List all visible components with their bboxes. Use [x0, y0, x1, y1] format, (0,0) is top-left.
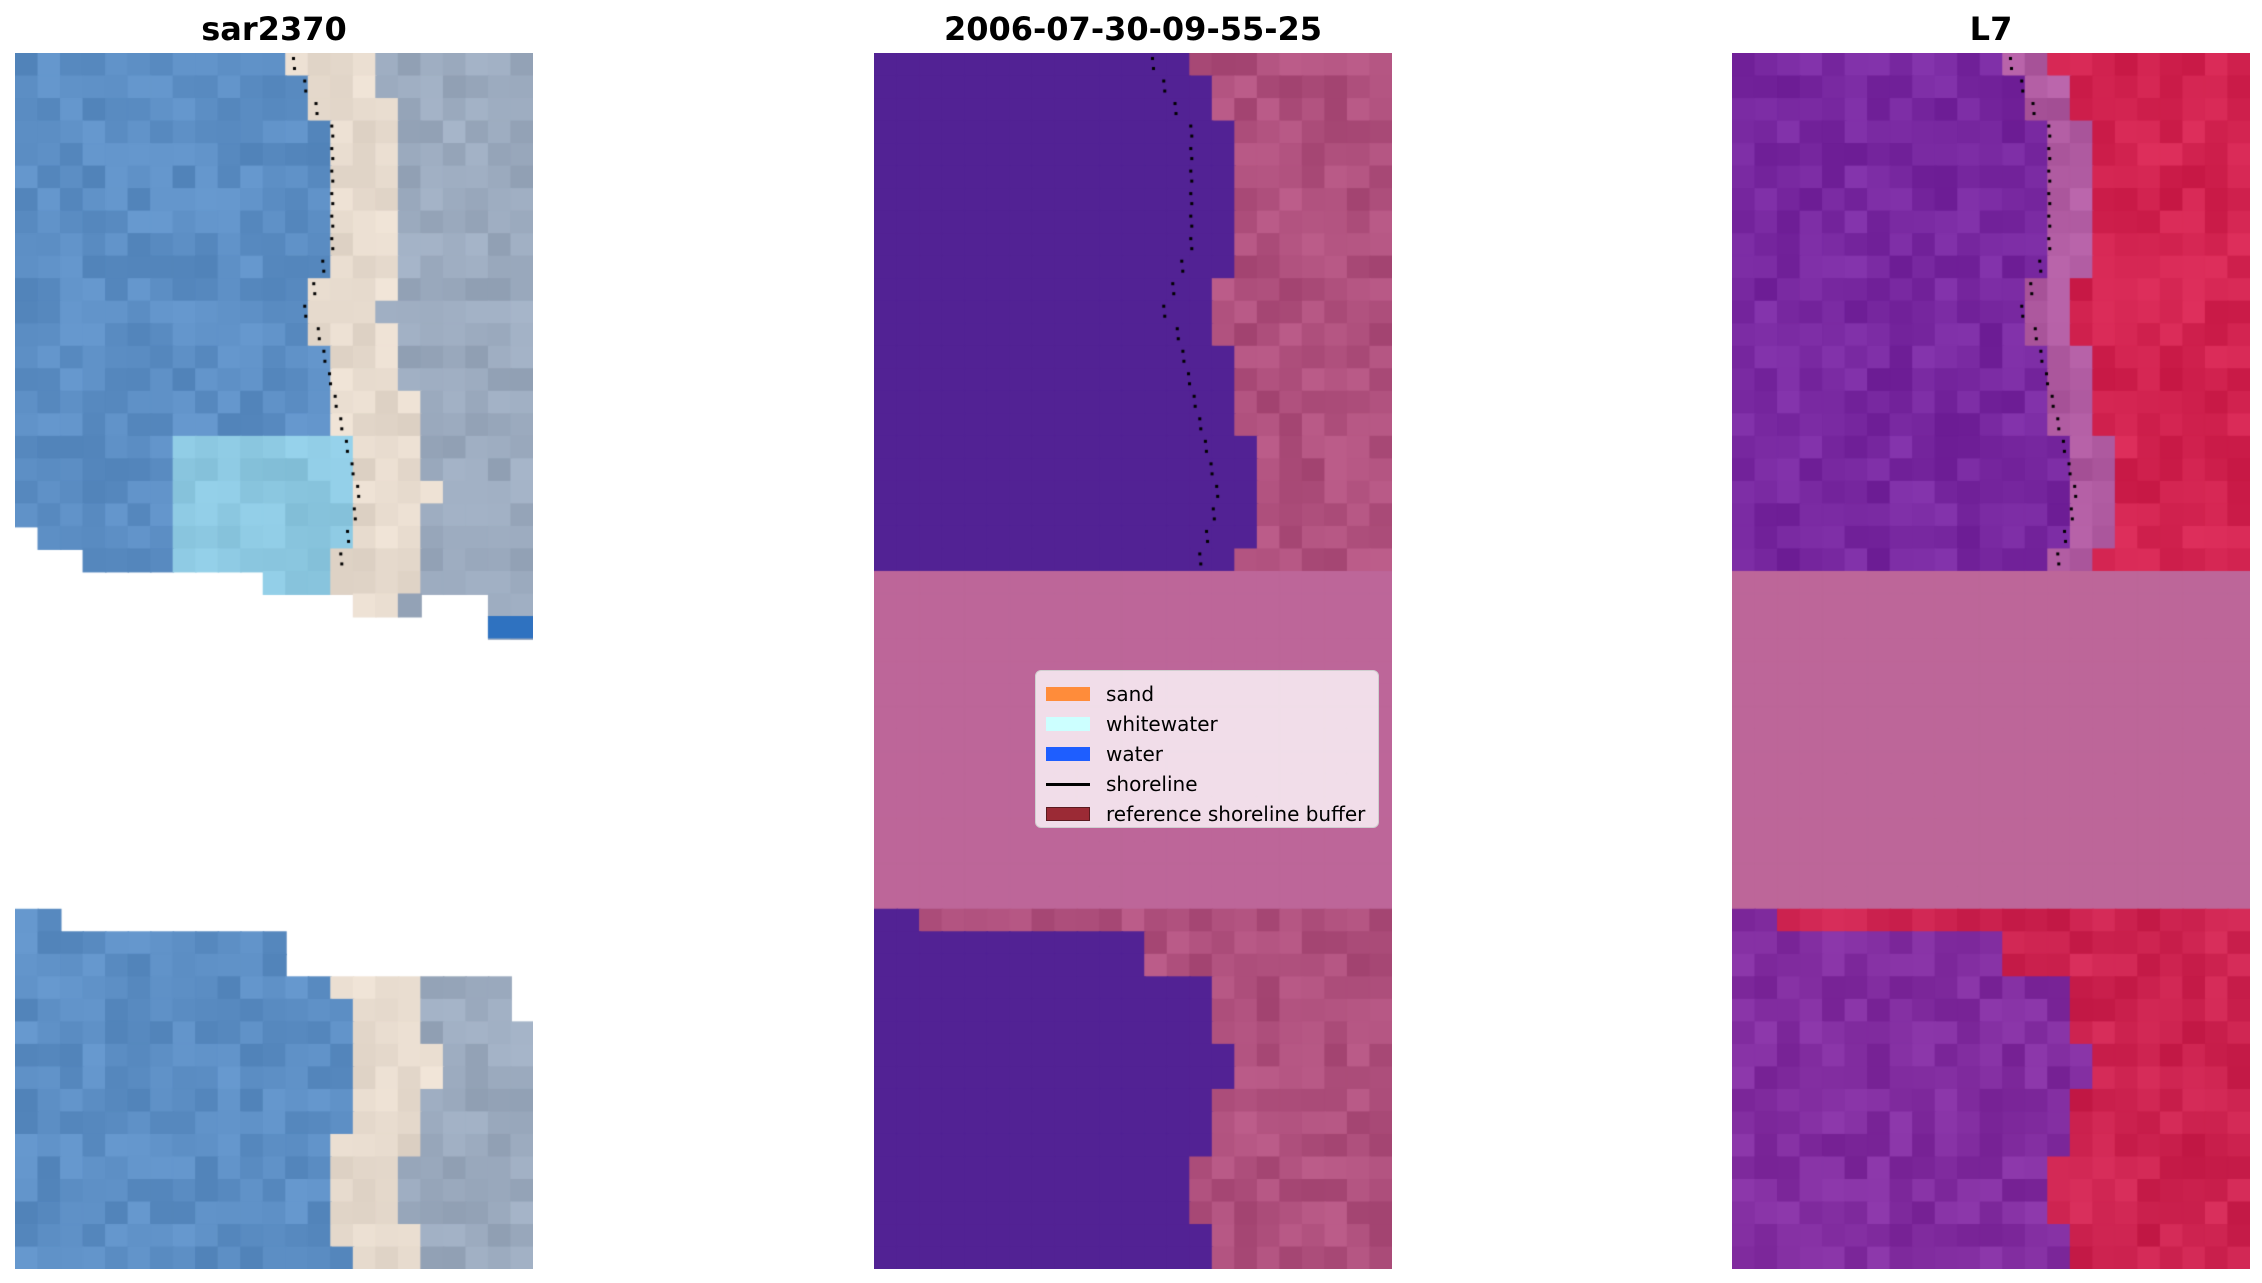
- legend-item-reference-buffer: reference shoreline buffer: [1046, 799, 1368, 829]
- legend-item-shoreline: shoreline: [1046, 769, 1368, 799]
- legend-label: sand: [1106, 682, 1155, 706]
- whitewater-swatch: [1046, 717, 1090, 731]
- panel-title-classified: 2006-07-30-09-55-25: [943, 10, 1323, 48]
- rgb-image-panel: [15, 53, 533, 1269]
- classified-image-panel: [874, 53, 1392, 1269]
- legend-label: water: [1106, 742, 1163, 766]
- water-swatch: [1046, 747, 1090, 761]
- legend-label: whitewater: [1106, 712, 1218, 736]
- mndwi-image-panel: [1732, 53, 2250, 1269]
- panel-title-mndwi: L7: [1969, 10, 2013, 48]
- legend-item-water: water: [1046, 739, 1368, 769]
- reference-buffer-swatch: [1046, 807, 1090, 821]
- legend-item-sand: sand: [1046, 679, 1368, 709]
- legend: sand whitewater water shoreline referenc…: [1035, 670, 1379, 828]
- panel-title-rgb: sar2370: [201, 10, 347, 48]
- legend-label: reference shoreline buffer: [1106, 802, 1366, 826]
- legend-label: shoreline: [1106, 772, 1198, 796]
- legend-item-whitewater: whitewater: [1046, 709, 1368, 739]
- sand-swatch: [1046, 687, 1090, 701]
- shoreline-line-swatch: [1046, 782, 1090, 786]
